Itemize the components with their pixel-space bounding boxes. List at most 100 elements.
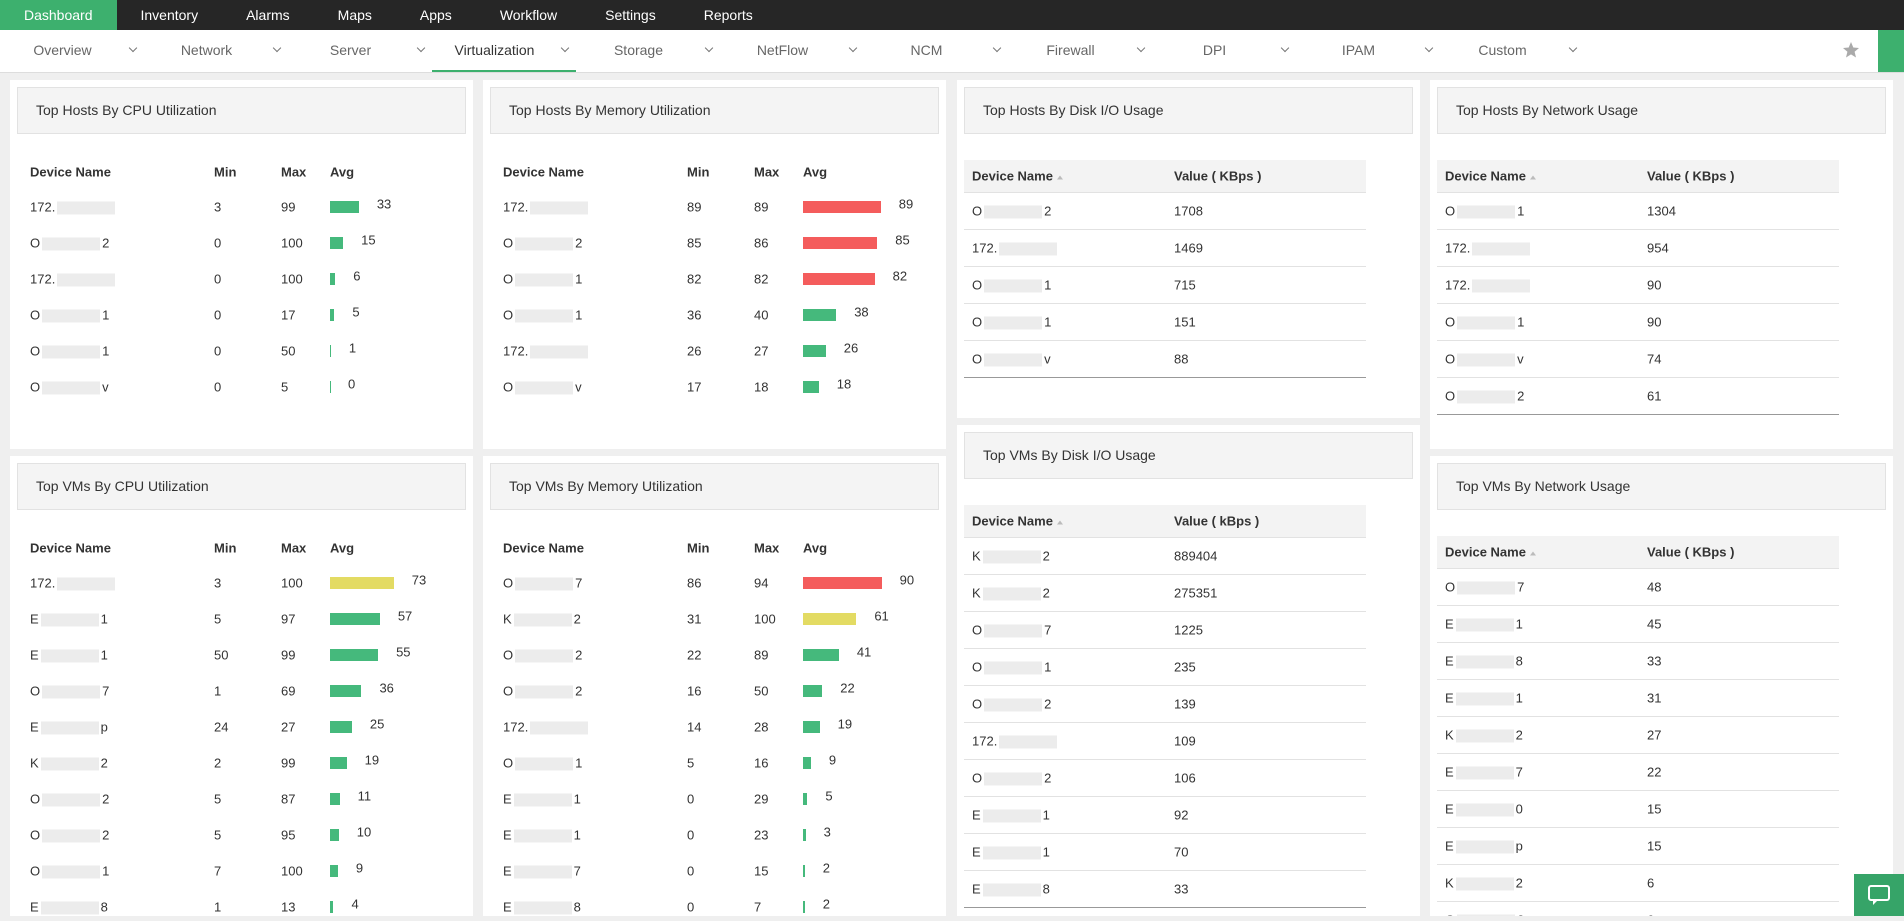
max-value: 100 bbox=[754, 611, 776, 627]
name-suffix: 1 bbox=[1515, 616, 1523, 632]
dropdown-chevron bbox=[992, 43, 1002, 53]
value-cell: 31 bbox=[1647, 690, 1662, 706]
name-mask bbox=[984, 353, 1043, 367]
avg-value: 33 bbox=[376, 196, 392, 212]
column-header[interactable]: Device Name bbox=[1445, 169, 1536, 184]
tab-label: IPAM bbox=[1341, 42, 1376, 58]
name-prefix: O bbox=[972, 770, 983, 786]
column-label: Device Name bbox=[972, 513, 1053, 529]
nav-tab[interactable]: Maps bbox=[337, 7, 372, 23]
widget: Top VMs By Network Usage Device Name Value… bbox=[1430, 456, 1893, 916]
name-prefix: 172. bbox=[503, 343, 529, 359]
name-mask bbox=[1455, 840, 1514, 854]
name-mask bbox=[984, 205, 1043, 219]
name-prefix: 172. bbox=[1445, 277, 1471, 293]
avg-bar bbox=[803, 721, 820, 733]
name-suffix: 1 bbox=[100, 611, 108, 627]
nav-tab[interactable]: Inventory bbox=[140, 7, 199, 23]
max-value: 99 bbox=[281, 755, 296, 771]
sub-nav-tab[interactable]: NCM bbox=[864, 30, 1008, 72]
column-header[interactable]: Device Name bbox=[972, 514, 1063, 529]
table-header: Device Name Value ( KBps ) bbox=[1437, 160, 1839, 193]
value-cell: 1708 bbox=[1174, 203, 1203, 219]
widget-title: Top Hosts By Memory Utilization bbox=[509, 102, 711, 118]
name-prefix: E bbox=[503, 827, 512, 843]
name-prefix: O bbox=[972, 659, 983, 675]
value-cell: 235 bbox=[1174, 659, 1196, 675]
name-mask bbox=[1472, 242, 1531, 256]
sub-nav-tab[interactable]: DPI bbox=[1152, 30, 1296, 72]
avg-value: 5 bbox=[825, 788, 833, 804]
column-label: Device Name bbox=[972, 168, 1053, 184]
nav-tab[interactable]: Apps bbox=[419, 7, 452, 23]
name-mask bbox=[984, 316, 1043, 330]
sub-nav-tab[interactable]: IPAM bbox=[1296, 30, 1440, 72]
nav-tab[interactable]: Workflow bbox=[499, 7, 558, 23]
name-suffix: 2 bbox=[100, 755, 108, 771]
name-suffix: v bbox=[102, 379, 109, 395]
name-mask bbox=[42, 309, 101, 323]
name-mask bbox=[42, 345, 101, 359]
column-header[interactable]: Device Name bbox=[972, 169, 1063, 184]
table-row: E 7 22 bbox=[1437, 754, 1839, 791]
sub-nav: Overview Network Server Virtualization Stora… bbox=[0, 30, 1904, 73]
sub-nav-tab[interactable]: Storage bbox=[576, 30, 720, 72]
min-value: 0 bbox=[687, 827, 695, 843]
avg-value: 36 bbox=[379, 680, 394, 696]
avg-bar bbox=[330, 757, 347, 769]
sub-nav-tab[interactable]: NetFlow bbox=[720, 30, 864, 72]
sub-nav-tab[interactable]: Custom bbox=[1440, 30, 1584, 72]
table-row: O 2 139 bbox=[964, 686, 1366, 723]
avg-value: 6 bbox=[353, 268, 361, 284]
name-mask bbox=[42, 793, 101, 807]
avg-bar bbox=[803, 793, 808, 805]
sub-nav-tab[interactable]: Firewall bbox=[1008, 30, 1152, 72]
value-cell: 6 bbox=[1647, 875, 1655, 891]
name-suffix: 1 bbox=[1517, 203, 1525, 219]
nav-tab[interactable]: Dashboard bbox=[0, 0, 117, 30]
value-cell: 92 bbox=[1174, 807, 1189, 823]
column-header: Min bbox=[687, 540, 710, 556]
name-mask bbox=[40, 649, 99, 663]
name-prefix: E bbox=[972, 844, 981, 860]
nav-tab[interactable]: Settings bbox=[605, 7, 656, 23]
favorite-star[interactable] bbox=[1842, 41, 1860, 59]
column-header[interactable]: Device Name bbox=[1445, 545, 1536, 560]
avg-bar bbox=[330, 381, 331, 393]
max-value: 94 bbox=[754, 575, 769, 591]
avg-value: 2 bbox=[822, 860, 830, 876]
sub-nav-tab[interactable]: Overview bbox=[0, 30, 144, 72]
name-suffix: 1 bbox=[1042, 844, 1050, 860]
chat-button[interactable] bbox=[1854, 874, 1904, 916]
nav-tab[interactable]: Alarms bbox=[246, 7, 290, 23]
avg-value: 73 bbox=[411, 572, 427, 588]
min-value: 36 bbox=[687, 307, 702, 323]
avg-bar bbox=[803, 273, 875, 285]
avg-bar bbox=[330, 685, 362, 697]
sub-nav-tab[interactable]: Network bbox=[144, 30, 288, 72]
name-mask bbox=[530, 721, 589, 735]
table-header: Device Name Value ( KBps ) bbox=[1437, 536, 1839, 569]
avg-bar bbox=[330, 865, 338, 877]
value-cell: 106 bbox=[1174, 770, 1196, 786]
device-name: 172. bbox=[1445, 277, 1532, 293]
name-mask bbox=[982, 809, 1041, 823]
nav-tab[interactable]: Reports bbox=[703, 7, 753, 23]
name-mask bbox=[40, 721, 99, 735]
min-value: 0 bbox=[687, 863, 695, 879]
settings-tab[interactable] bbox=[1878, 30, 1904, 72]
column-header: Min bbox=[214, 164, 237, 180]
sub-nav-tab[interactable]: Virtualization bbox=[432, 30, 576, 72]
avg-value: 38 bbox=[854, 304, 869, 320]
name-prefix: O bbox=[30, 343, 41, 359]
name-suffix: 1 bbox=[575, 755, 583, 771]
sub-nav-tab[interactable]: Server bbox=[288, 30, 432, 72]
avg-value: 19 bbox=[837, 716, 853, 732]
avg-value: 4 bbox=[351, 896, 359, 912]
